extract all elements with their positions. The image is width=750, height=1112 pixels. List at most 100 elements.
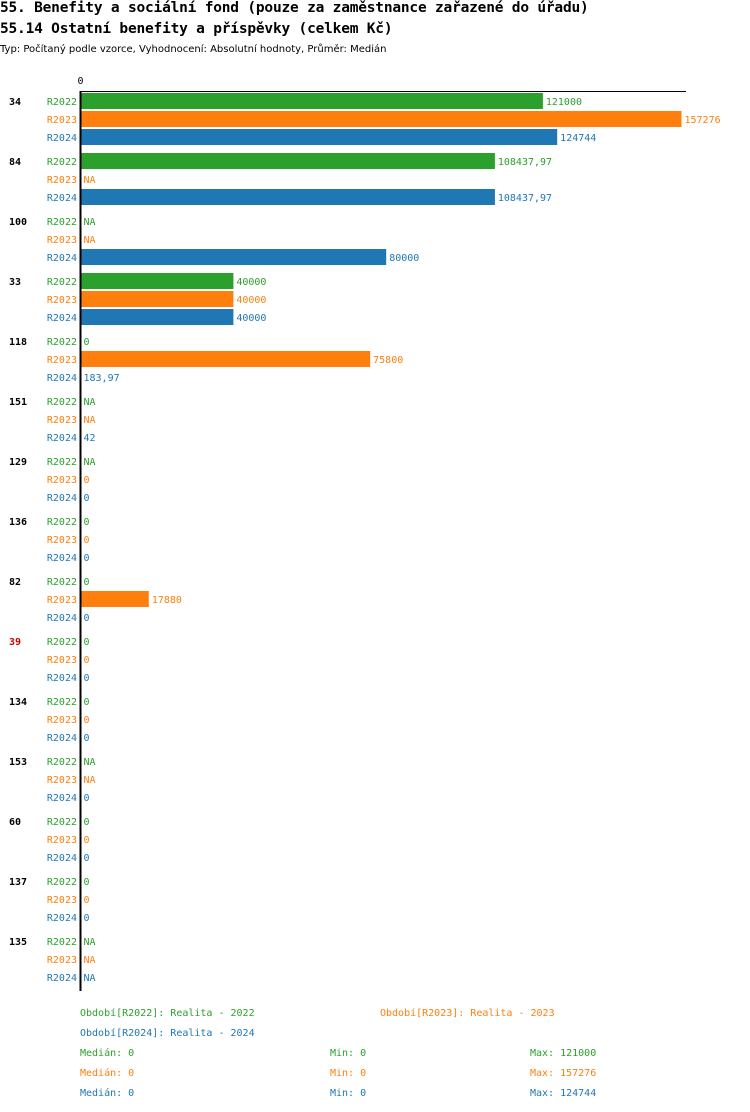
- series-label: R2023: [47, 235, 77, 246]
- series-label: R2024: [47, 733, 77, 744]
- group-label: 84: [9, 157, 21, 168]
- data-label: 0: [84, 517, 90, 528]
- series-label: R2023: [47, 595, 77, 606]
- data-label: 0: [84, 895, 90, 906]
- series-label: R2023: [47, 835, 77, 846]
- data-label: 0: [84, 637, 90, 648]
- series-label: R2023: [47, 355, 77, 366]
- data-label: 0: [84, 577, 90, 588]
- data-label: NA: [84, 175, 96, 186]
- series-label: R2023: [47, 655, 77, 666]
- data-label: NA: [84, 973, 96, 984]
- bar: [80, 249, 387, 265]
- series-label: R2024: [47, 913, 77, 924]
- data-label: NA: [84, 937, 96, 948]
- axis-zero-label: 0: [77, 76, 83, 87]
- data-label: 0: [84, 493, 90, 504]
- data-label: NA: [84, 397, 96, 408]
- bar: [80, 351, 371, 367]
- series-label: R2023: [47, 175, 77, 186]
- bar: [80, 591, 149, 607]
- legend-period-r2022: Období[R2022]: Realita - 2022: [80, 1008, 255, 1019]
- group-label: 153: [9, 757, 27, 768]
- data-label: 0: [84, 613, 90, 624]
- data-label: NA: [84, 757, 96, 768]
- legend-period-r2024: Období[R2024]: Realita - 2024: [80, 1028, 255, 1039]
- legend-period-r2023: Období[R2023]: Realita - 2023: [380, 1008, 555, 1019]
- series-label: R2024: [47, 553, 77, 564]
- series-label: R2024: [47, 973, 77, 984]
- data-label: 121000: [546, 97, 582, 108]
- series-label: R2024: [47, 193, 77, 204]
- data-label: 75800: [373, 355, 403, 366]
- group-label: 82: [9, 577, 21, 588]
- group-label: 137: [9, 877, 27, 888]
- group-label: 151: [9, 397, 27, 408]
- data-label: 0: [84, 733, 90, 744]
- data-label: 0: [84, 475, 90, 486]
- chart-subtitle: 55.14 Ostatní benefity a příspěvky (celk…: [0, 21, 393, 37]
- series-label: R2022: [47, 577, 77, 588]
- series-label: R2022: [47, 517, 77, 528]
- series-label: R2023: [47, 115, 77, 126]
- series-label: R2023: [47, 895, 77, 906]
- bar: [80, 309, 234, 325]
- data-label: NA: [84, 775, 96, 786]
- series-label: R2023: [47, 715, 77, 726]
- bar: [80, 129, 558, 145]
- series-label: R2023: [47, 415, 77, 426]
- data-label: NA: [84, 235, 96, 246]
- group-label: 33: [9, 277, 21, 288]
- stat-median-r2023: Medián: 0: [80, 1068, 135, 1079]
- series-label: R2022: [47, 457, 77, 468]
- group-label: 129: [9, 457, 27, 468]
- data-label: NA: [84, 217, 96, 228]
- series-label: R2023: [47, 535, 77, 546]
- group-label: 39: [9, 637, 21, 648]
- series-label: R2024: [47, 133, 77, 144]
- data-label: 108437,97: [498, 193, 552, 204]
- data-label: 40000: [236, 295, 266, 306]
- series-label: R2022: [47, 397, 77, 408]
- bar: [80, 153, 495, 169]
- series-label: R2024: [47, 673, 77, 684]
- data-label: NA: [84, 457, 96, 468]
- data-label: 0: [84, 853, 90, 864]
- data-label: 124744: [560, 133, 596, 144]
- data-label: 40000: [236, 277, 266, 288]
- data-label: 0: [84, 793, 90, 804]
- series-label: R2022: [47, 217, 77, 228]
- group-label: 60: [9, 817, 21, 828]
- series-label: R2022: [47, 697, 77, 708]
- series-label: R2023: [47, 775, 77, 786]
- series-label: R2023: [47, 295, 77, 306]
- stat-median-r2022: Medián: 0: [80, 1048, 135, 1059]
- data-label: 17880: [152, 595, 182, 606]
- group-label: 100: [9, 217, 27, 228]
- series-label: R2022: [47, 877, 77, 888]
- series-label: R2023: [47, 475, 77, 486]
- series-label: R2022: [47, 97, 77, 108]
- series-label: R2022: [47, 817, 77, 828]
- series-label: R2022: [47, 937, 77, 948]
- data-label: 183,97: [84, 373, 120, 384]
- data-label: 0: [84, 817, 90, 828]
- data-label: 0: [84, 535, 90, 546]
- data-label: NA: [84, 415, 96, 426]
- series-label: R2022: [47, 757, 77, 768]
- group-label: 34: [9, 97, 21, 108]
- stat-min-r2024: Min: 0: [330, 1088, 367, 1099]
- data-label: 0: [84, 877, 90, 888]
- data-label: 80000: [389, 253, 419, 264]
- series-label: R2024: [47, 373, 77, 384]
- data-label: 0: [84, 673, 90, 684]
- data-label: NA: [84, 955, 96, 966]
- series-label: R2024: [47, 313, 77, 324]
- series-label: R2022: [47, 277, 77, 288]
- bar: [80, 291, 234, 307]
- bar: [80, 111, 682, 127]
- series-label: R2022: [47, 157, 77, 168]
- series-label: R2024: [47, 433, 77, 444]
- group-label: 136: [9, 517, 27, 528]
- data-label: 40000: [236, 313, 266, 324]
